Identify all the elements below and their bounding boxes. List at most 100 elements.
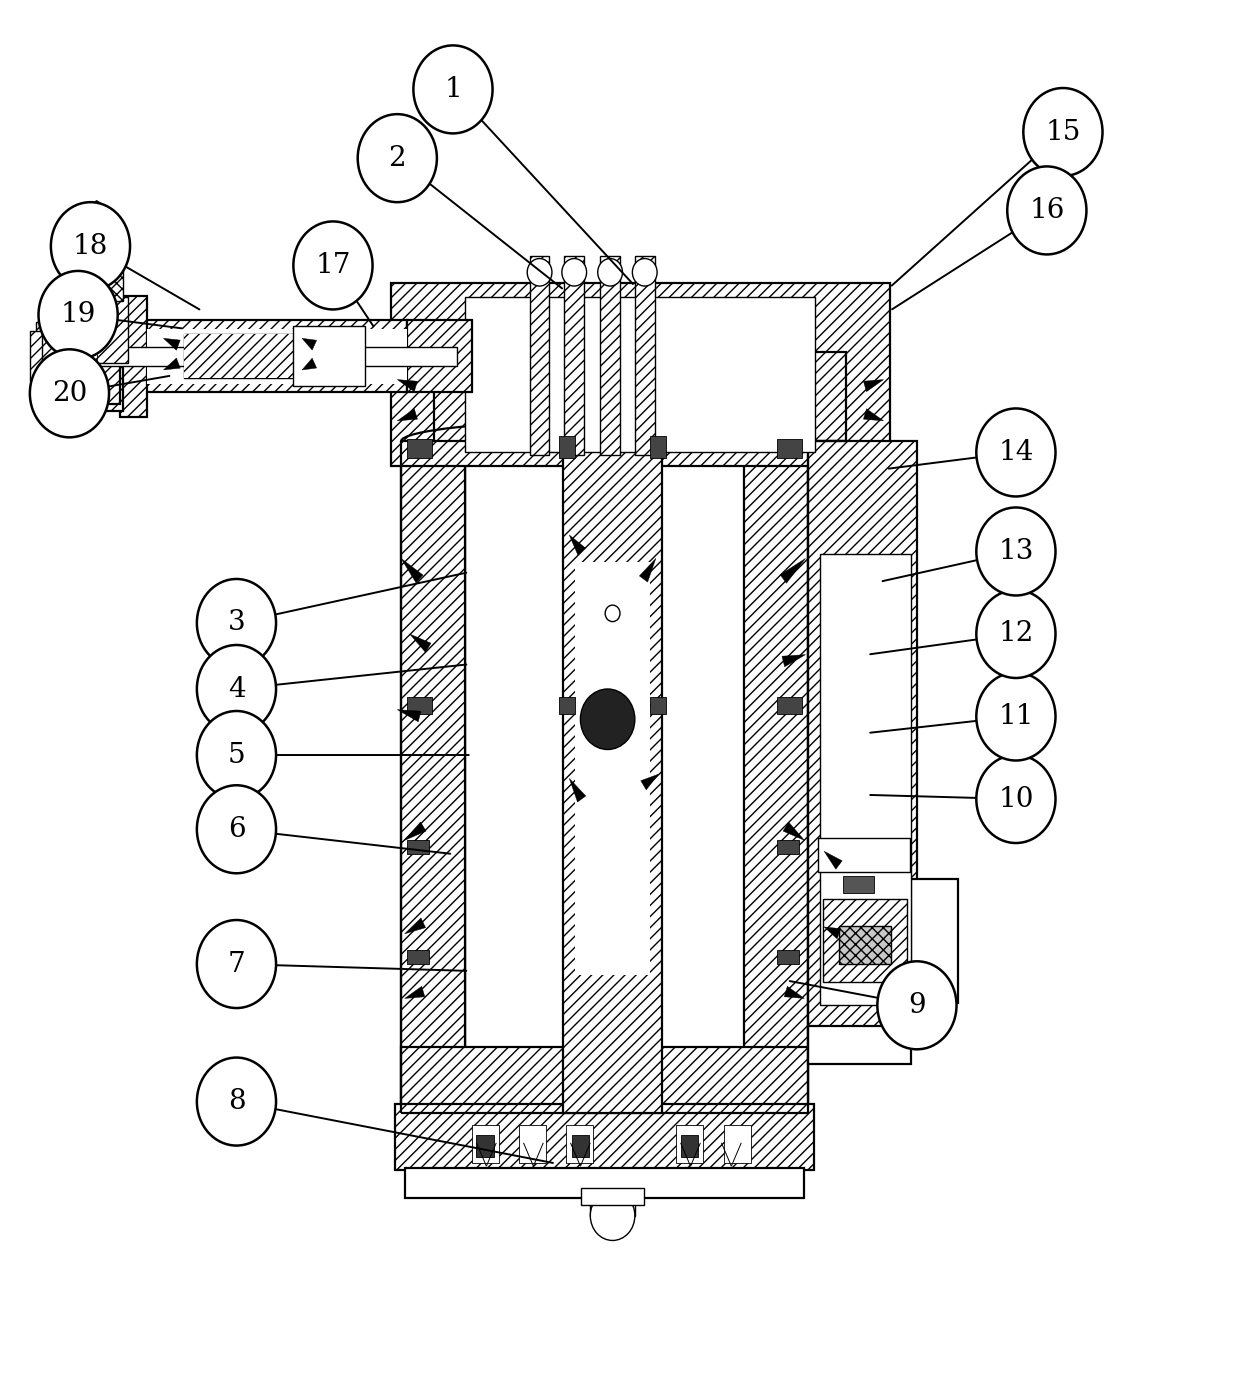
Polygon shape — [303, 358, 316, 369]
Polygon shape — [640, 558, 656, 582]
Bar — [650, 697, 666, 714]
Polygon shape — [825, 852, 842, 870]
Bar — [434, 351, 847, 441]
Polygon shape — [76, 201, 118, 256]
Polygon shape — [782, 821, 805, 841]
Bar — [98, 347, 456, 365]
Bar — [559, 697, 575, 714]
Text: 5: 5 — [228, 741, 246, 769]
Circle shape — [590, 1191, 635, 1240]
Bar — [777, 697, 802, 714]
Text: 19: 19 — [61, 302, 95, 328]
Circle shape — [294, 222, 372, 310]
Circle shape — [197, 579, 277, 667]
Circle shape — [413, 45, 492, 134]
Text: 12: 12 — [998, 620, 1034, 648]
Bar — [391, 284, 890, 466]
Bar — [401, 1046, 808, 1112]
Polygon shape — [409, 634, 432, 652]
Text: 4: 4 — [228, 675, 246, 703]
Text: 8: 8 — [228, 1089, 246, 1115]
Bar — [590, 1197, 635, 1215]
Polygon shape — [569, 535, 585, 555]
Polygon shape — [404, 987, 425, 999]
Bar — [66, 298, 128, 362]
Bar — [635, 256, 655, 455]
Bar — [724, 1124, 751, 1163]
Circle shape — [976, 408, 1055, 496]
Bar — [681, 1134, 698, 1156]
Polygon shape — [569, 779, 585, 802]
Text: 1: 1 — [444, 76, 461, 103]
Bar — [294, 327, 365, 386]
Polygon shape — [404, 821, 427, 841]
Circle shape — [357, 114, 436, 203]
Polygon shape — [404, 918, 425, 934]
Bar — [148, 329, 407, 383]
Bar — [518, 1124, 546, 1163]
Bar — [141, 321, 407, 391]
Polygon shape — [303, 339, 316, 350]
Bar — [808, 1027, 910, 1064]
Bar — [71, 236, 123, 302]
Circle shape — [976, 755, 1055, 843]
Circle shape — [870, 841, 890, 863]
Bar — [563, 325, 662, 1112]
Bar — [650, 435, 666, 457]
Text: 16: 16 — [1029, 197, 1064, 223]
Bar — [476, 1134, 494, 1156]
Bar — [30, 332, 42, 380]
Circle shape — [580, 689, 635, 750]
Circle shape — [878, 962, 956, 1049]
Polygon shape — [780, 558, 806, 583]
Bar — [843, 876, 874, 893]
Circle shape — [1007, 167, 1086, 255]
Bar — [565, 1124, 593, 1163]
Bar — [910, 879, 957, 1003]
Bar — [120, 296, 148, 416]
Circle shape — [527, 259, 552, 287]
Bar — [821, 554, 910, 1006]
Bar — [185, 335, 294, 378]
Bar — [529, 256, 549, 455]
Text: 11: 11 — [998, 703, 1034, 730]
Bar — [839, 926, 892, 965]
Text: 10: 10 — [998, 785, 1034, 813]
Circle shape — [30, 349, 109, 437]
Bar — [407, 438, 432, 457]
Bar — [404, 1167, 805, 1197]
Bar — [471, 1124, 498, 1163]
Bar — [185, 335, 294, 378]
Bar — [777, 951, 800, 965]
Text: 7: 7 — [228, 951, 246, 977]
Bar — [808, 441, 916, 1031]
Bar — [401, 441, 465, 1112]
Circle shape — [38, 271, 118, 358]
Polygon shape — [784, 987, 805, 999]
Bar — [777, 438, 802, 457]
Text: 15: 15 — [1045, 119, 1080, 146]
Circle shape — [197, 711, 277, 799]
Bar — [465, 298, 816, 452]
Circle shape — [197, 921, 277, 1009]
Polygon shape — [641, 774, 658, 790]
Bar — [564, 256, 584, 455]
Text: 3: 3 — [228, 609, 246, 637]
Circle shape — [598, 259, 622, 287]
Bar — [818, 838, 909, 872]
Text: 18: 18 — [73, 233, 108, 259]
Bar — [823, 900, 906, 983]
Text: 6: 6 — [228, 816, 246, 843]
Bar — [407, 697, 432, 714]
Bar — [676, 1124, 703, 1163]
Bar — [559, 435, 575, 457]
Circle shape — [605, 605, 620, 621]
Text: 14: 14 — [998, 440, 1034, 466]
Text: 20: 20 — [52, 380, 87, 407]
Circle shape — [976, 507, 1055, 595]
Bar — [465, 441, 744, 1046]
Text: 17: 17 — [315, 252, 351, 278]
Bar — [52, 309, 120, 404]
Bar — [407, 841, 429, 854]
Bar — [407, 951, 429, 965]
